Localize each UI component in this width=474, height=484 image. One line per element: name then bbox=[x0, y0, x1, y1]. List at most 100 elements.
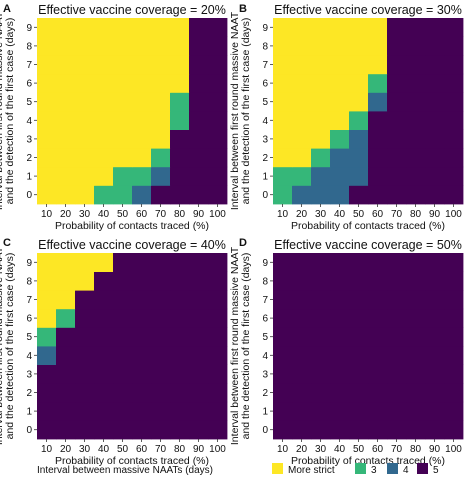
panel-c-x-tick-label: 90 bbox=[193, 444, 205, 455]
panel-b-y-tick-label: 3 bbox=[262, 134, 268, 145]
panel-b-cell bbox=[425, 92, 445, 112]
panel-d-cell bbox=[444, 271, 464, 291]
panel-c-cell bbox=[56, 271, 76, 291]
panel-c-cell bbox=[189, 346, 209, 365]
panel-b-x-tick-label: 70 bbox=[391, 209, 403, 220]
panel-d-cell bbox=[368, 401, 388, 421]
panel-c-cell bbox=[75, 420, 95, 440]
panel-c-cell bbox=[189, 364, 209, 384]
panel-d-cell bbox=[425, 420, 445, 440]
panel-d-cell bbox=[311, 290, 331, 310]
panel-a-cell bbox=[75, 55, 95, 75]
panel-a-y-tick-label: 2 bbox=[26, 153, 32, 164]
panel-a-cell bbox=[208, 36, 228, 56]
panel-c-x-axis-label: Probability of contacts traced (%) bbox=[55, 455, 209, 467]
panel-a-cell bbox=[75, 111, 95, 130]
panel-a-cell bbox=[94, 111, 114, 130]
panel-b-cell bbox=[330, 166, 350, 186]
panel-b-cell bbox=[311, 55, 331, 75]
panel-c-cell bbox=[170, 346, 190, 365]
legend-title: Interval between massive NAATs (days) bbox=[37, 465, 213, 476]
panel-d-cell bbox=[406, 383, 426, 403]
panel-a-y-axis-label: and the detection of the first case (day… bbox=[4, 18, 16, 205]
panel-d-x-tick-label: 20 bbox=[296, 444, 308, 455]
panel-d-cell bbox=[311, 364, 331, 384]
panel-b-cell bbox=[330, 148, 350, 168]
panel-b-y-tick-label: 5 bbox=[262, 97, 268, 108]
panel-d-cell bbox=[349, 420, 369, 440]
panel-b-cell bbox=[444, 55, 464, 75]
panel-b-cell bbox=[368, 129, 388, 149]
panel-d-cell bbox=[368, 420, 388, 440]
panel-b-cell bbox=[292, 166, 312, 186]
panel-d-cell bbox=[406, 346, 426, 365]
panel-c-cell bbox=[170, 401, 190, 421]
panel-d-cell bbox=[349, 290, 369, 310]
panel-c-cell bbox=[170, 364, 190, 384]
panel-d-cell bbox=[330, 346, 350, 365]
panel-b-cell bbox=[444, 73, 464, 93]
legend-swatch bbox=[355, 463, 366, 474]
panel-a-cell bbox=[132, 111, 152, 130]
panel-b-y-tick-label: 8 bbox=[262, 41, 268, 52]
panel-a-cell bbox=[208, 129, 228, 149]
panel-b-cell bbox=[273, 111, 293, 130]
panel-d-cell bbox=[273, 346, 293, 365]
panel-a-cell bbox=[132, 18, 152, 37]
panel-b-cell bbox=[406, 129, 426, 149]
panel-a-y-tick-label: 7 bbox=[26, 60, 32, 71]
panel-d-cell bbox=[292, 271, 312, 291]
panel-b-cell bbox=[330, 92, 350, 112]
panel-c-cell bbox=[37, 327, 57, 347]
panel-d-y-tick-label: 9 bbox=[262, 258, 268, 269]
panel-a-cell bbox=[75, 73, 95, 93]
panel-b-x-tick-label: 10 bbox=[277, 209, 289, 220]
panel-d-y-tick-label: 6 bbox=[262, 314, 268, 325]
panel-c-y-tick-label: 8 bbox=[26, 276, 32, 287]
panel-b-cell bbox=[444, 36, 464, 56]
panel-c-cell bbox=[56, 401, 76, 421]
panel-b-cell bbox=[387, 73, 407, 93]
panel-c-cell bbox=[113, 271, 133, 291]
panel-d-y-tick-label: 7 bbox=[262, 295, 268, 306]
panel-c-cell bbox=[208, 271, 228, 291]
panel-a-cell bbox=[189, 166, 209, 186]
panel-b-cell bbox=[406, 111, 426, 130]
panel-c-cell bbox=[170, 253, 190, 272]
panel-c-cell bbox=[132, 308, 152, 328]
panel-c-cell bbox=[37, 420, 57, 440]
panel-b-x-tick-label: 90 bbox=[429, 209, 441, 220]
panel-b-y-tick-label: 1 bbox=[262, 172, 268, 183]
panel-a-cell bbox=[94, 185, 114, 205]
panel-d-cell bbox=[273, 401, 293, 421]
panel-a-cell bbox=[189, 55, 209, 75]
panel-a-cell bbox=[208, 92, 228, 112]
panel-b-cell bbox=[330, 18, 350, 37]
panel-b-cell bbox=[292, 55, 312, 75]
panel-d-cell bbox=[330, 401, 350, 421]
panel-b-y-axis-label: and the detection of the first case (day… bbox=[240, 18, 252, 205]
panel-c-cell bbox=[151, 383, 171, 403]
panel-b-x-tick-label: 30 bbox=[315, 209, 327, 220]
panel-b-cell bbox=[387, 111, 407, 130]
panel-a-cell bbox=[56, 92, 76, 112]
panel-c-cell bbox=[132, 383, 152, 403]
panel-b-cell bbox=[368, 185, 388, 205]
panel-d-cell bbox=[349, 271, 369, 291]
panel-c-cell bbox=[151, 420, 171, 440]
panel-d-cell bbox=[387, 253, 407, 272]
panel-c-y-tick-label: 0 bbox=[26, 425, 32, 436]
panel-c-cell bbox=[75, 290, 95, 310]
panel-d-cell bbox=[292, 420, 312, 440]
panel-c-cell bbox=[208, 308, 228, 328]
panel-b-y-tick-label: 2 bbox=[262, 153, 268, 164]
panel-d-cell bbox=[444, 364, 464, 384]
panel-c-y-tick-label: 1 bbox=[26, 407, 32, 418]
panel-a-cell bbox=[75, 148, 95, 168]
panel-c-x-tick-label: 20 bbox=[60, 444, 72, 455]
panel-c-cell bbox=[132, 346, 152, 365]
panel-a-cell bbox=[170, 166, 190, 186]
panel-a-x-tick-label: 40 bbox=[98, 209, 110, 220]
panel-b-cell bbox=[349, 73, 369, 93]
panel-d-y-tick-label: 5 bbox=[262, 332, 268, 343]
